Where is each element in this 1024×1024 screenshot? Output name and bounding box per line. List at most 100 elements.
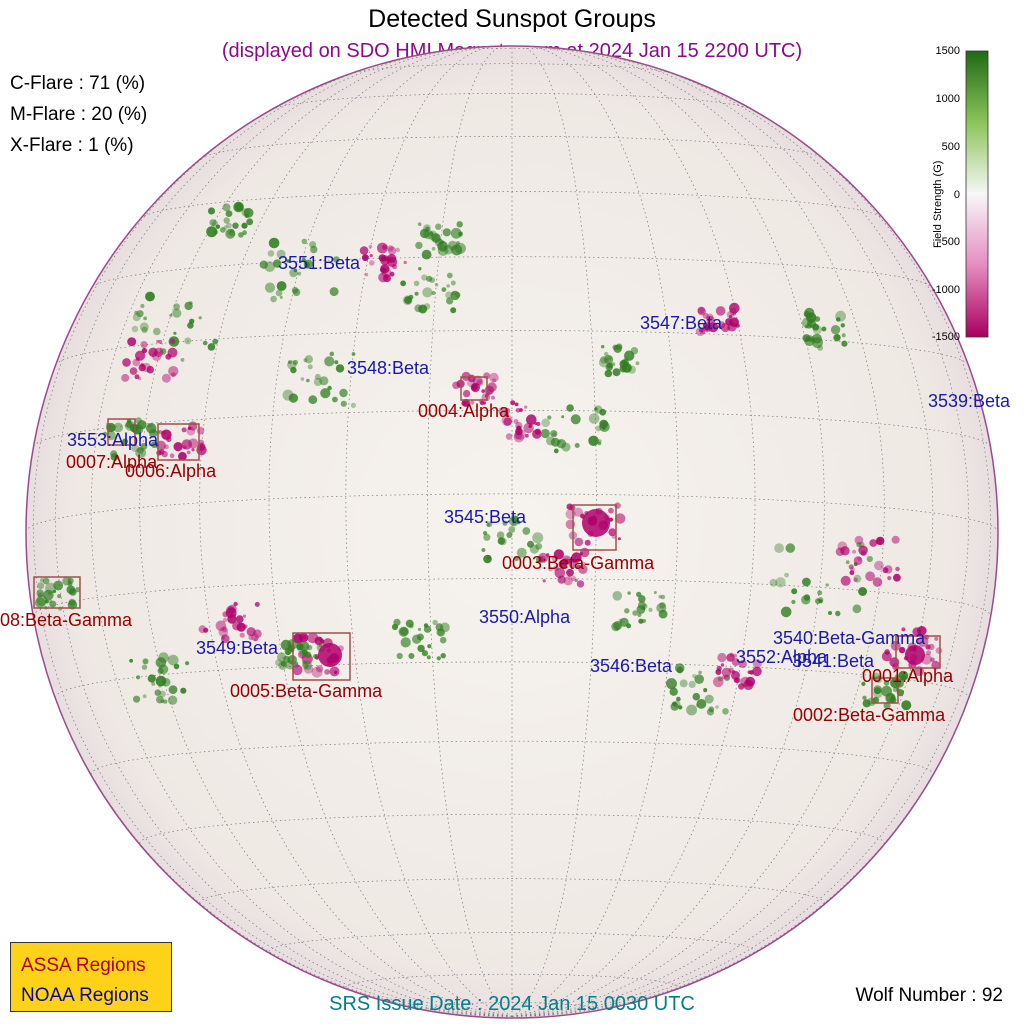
field-patch xyxy=(721,675,726,680)
field-patch xyxy=(515,407,521,413)
field-patch xyxy=(496,531,505,539)
field-patch xyxy=(243,614,247,618)
field-patch xyxy=(168,685,178,694)
field-patch xyxy=(470,400,475,405)
field-patch xyxy=(504,412,510,417)
field-patch xyxy=(136,675,141,680)
field-patch xyxy=(553,549,565,560)
field-patch xyxy=(695,327,705,337)
field-patch xyxy=(275,289,283,297)
field-patch xyxy=(812,325,822,335)
field-patch xyxy=(236,615,244,623)
field-patch xyxy=(876,536,885,546)
field-patch xyxy=(895,566,900,572)
assa-region-label: 0002:Beta-Gamma xyxy=(793,705,946,725)
field-patch xyxy=(871,672,881,682)
field-patch xyxy=(125,421,133,428)
field-patch xyxy=(187,426,192,430)
colorbar-tick: 1000 xyxy=(935,93,960,105)
colorbar-label: Field Strength (G) xyxy=(932,160,944,248)
field-patch xyxy=(462,398,470,407)
field-patch xyxy=(169,313,173,317)
field-patch xyxy=(393,618,401,626)
field-patch xyxy=(703,688,708,693)
field-patch xyxy=(889,696,897,704)
field-patch xyxy=(510,400,516,406)
field-patch xyxy=(145,291,155,302)
field-patch xyxy=(604,354,614,365)
noaa-region-label: 3549:Beta xyxy=(196,638,279,658)
field-patch xyxy=(598,357,609,368)
field-patch xyxy=(817,590,823,596)
grid-line xyxy=(90,51,513,1017)
field-patch xyxy=(142,658,149,665)
field-patch xyxy=(862,695,867,700)
grid-line xyxy=(201,135,823,159)
field-patch xyxy=(142,694,147,699)
field-patch xyxy=(536,421,541,426)
field-patch xyxy=(729,652,734,657)
noaa-region-label: 3547:Beta xyxy=(640,313,723,333)
field-patch xyxy=(532,429,542,439)
field-patch xyxy=(658,609,668,619)
field-patch xyxy=(184,337,192,345)
field-patch xyxy=(540,428,550,439)
field-patch xyxy=(804,307,815,318)
field-patch xyxy=(436,656,441,661)
field-patch xyxy=(802,577,811,587)
field-patch xyxy=(416,633,424,641)
assa-region-label: 08:Beta-Gamma xyxy=(0,610,133,630)
field-patch xyxy=(497,537,505,545)
c-flare-probability: C-Flare : 71 (%) xyxy=(10,73,146,94)
field-patch xyxy=(552,432,557,437)
field-patch xyxy=(239,632,245,638)
field-patch xyxy=(129,658,134,663)
field-patch xyxy=(413,280,420,287)
field-patch xyxy=(361,254,369,262)
field-patch xyxy=(660,594,666,600)
field-patch xyxy=(340,400,347,407)
field-patch xyxy=(917,636,929,647)
field-patch xyxy=(147,674,156,683)
x-flare-probability: X-Flare : 1 (%) xyxy=(10,135,134,156)
field-patch xyxy=(769,578,778,587)
field-patch xyxy=(550,430,558,438)
field-patch xyxy=(584,539,591,546)
field-patch xyxy=(726,653,735,662)
field-patch xyxy=(608,517,614,522)
field-patch xyxy=(601,345,605,349)
field-patch xyxy=(418,267,422,271)
field-patch xyxy=(669,687,678,696)
field-patch xyxy=(852,549,856,554)
field-patch xyxy=(226,222,232,229)
assa-region-label: 0004:Alpha xyxy=(418,401,510,421)
field-patch xyxy=(172,308,182,318)
field-patch xyxy=(131,444,139,452)
field-patch xyxy=(840,546,850,556)
field-patch xyxy=(547,415,552,420)
field-patch xyxy=(161,429,172,440)
field-patch xyxy=(446,272,453,279)
field-patch xyxy=(706,708,715,716)
field-patch xyxy=(222,618,228,623)
field-patch xyxy=(678,705,683,710)
field-patch xyxy=(713,676,724,688)
field-patch xyxy=(431,291,436,295)
field-patch xyxy=(688,680,696,689)
field-patch xyxy=(187,322,194,329)
field-patch xyxy=(207,343,216,351)
field-patch xyxy=(203,627,209,633)
legend-assa: ASSA Regions xyxy=(21,955,146,976)
field-patch xyxy=(232,621,242,631)
field-patch xyxy=(511,515,519,523)
field-patch xyxy=(168,366,179,377)
field-patch xyxy=(37,582,45,590)
field-patch xyxy=(472,375,483,386)
field-patch xyxy=(431,246,436,251)
region-box xyxy=(33,576,81,609)
field-patch xyxy=(319,376,329,386)
field-patch xyxy=(304,355,313,364)
field-patch xyxy=(883,680,890,686)
field-patch xyxy=(898,670,909,681)
field-patch xyxy=(233,601,238,607)
